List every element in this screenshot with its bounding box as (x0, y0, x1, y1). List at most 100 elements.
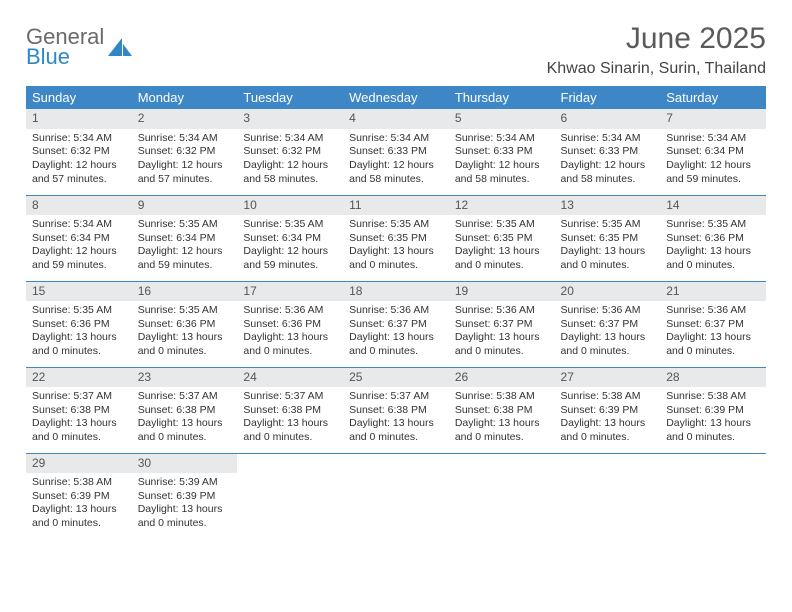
calendar-cell: 4Sunrise: 5:34 AMSunset: 6:33 PMDaylight… (343, 109, 449, 195)
sunset-text: Sunset: 6:34 PM (32, 232, 126, 246)
day-body: Sunrise: 5:36 AMSunset: 6:37 PMDaylight:… (555, 301, 661, 365)
sunset-text: Sunset: 6:35 PM (561, 232, 655, 246)
sunrise-text: Sunrise: 5:35 AM (349, 218, 443, 232)
weekday-header: Saturday (660, 86, 766, 109)
day-number: 18 (343, 282, 449, 302)
day-number: 27 (555, 368, 661, 388)
weekday-header: Wednesday (343, 86, 449, 109)
day-number: 14 (660, 196, 766, 216)
calendar-cell: .. (237, 453, 343, 539)
day-number: 10 (237, 196, 343, 216)
calendar-cell: 24Sunrise: 5:37 AMSunset: 6:38 PMDayligh… (237, 367, 343, 453)
day-body: Sunrise: 5:35 AMSunset: 6:34 PMDaylight:… (237, 215, 343, 279)
calendar-cell: 30Sunrise: 5:39 AMSunset: 6:39 PMDayligh… (132, 453, 238, 539)
sunset-text: Sunset: 6:37 PM (666, 318, 760, 332)
sunset-text: Sunset: 6:38 PM (349, 404, 443, 418)
page: General Blue June 2025 Khwao Sinarin, Su… (0, 0, 792, 557)
sunrise-text: Sunrise: 5:34 AM (243, 132, 337, 146)
day-body: Sunrise: 5:39 AMSunset: 6:39 PMDaylight:… (132, 473, 238, 537)
day-body: Sunrise: 5:34 AMSunset: 6:32 PMDaylight:… (26, 129, 132, 193)
calendar-cell: 6Sunrise: 5:34 AMSunset: 6:33 PMDaylight… (555, 109, 661, 195)
sunrise-text: Sunrise: 5:35 AM (138, 304, 232, 318)
brand-logo: General Blue (26, 26, 132, 68)
day-number: 23 (132, 368, 238, 388)
day-number: 7 (660, 109, 766, 129)
calendar-cell: 10Sunrise: 5:35 AMSunset: 6:34 PMDayligh… (237, 195, 343, 281)
daylight-text: Daylight: 13 hours and 0 minutes. (455, 331, 549, 358)
calendar-cell: 19Sunrise: 5:36 AMSunset: 6:37 PMDayligh… (449, 281, 555, 367)
calendar-cell: 13Sunrise: 5:35 AMSunset: 6:35 PMDayligh… (555, 195, 661, 281)
day-number: 19 (449, 282, 555, 302)
day-number: 17 (237, 282, 343, 302)
month-title: June 2025 (547, 22, 766, 56)
sunrise-text: Sunrise: 5:34 AM (32, 218, 126, 232)
day-number: 13 (555, 196, 661, 216)
sunset-text: Sunset: 6:34 PM (666, 145, 760, 159)
daylight-text: Daylight: 13 hours and 0 minutes. (666, 245, 760, 272)
sunrise-text: Sunrise: 5:37 AM (32, 390, 126, 404)
calendar-cell: 5Sunrise: 5:34 AMSunset: 6:33 PMDaylight… (449, 109, 555, 195)
calendar-cell: .. (660, 453, 766, 539)
sunrise-text: Sunrise: 5:35 AM (32, 304, 126, 318)
header-row: General Blue June 2025 Khwao Sinarin, Su… (26, 18, 766, 86)
calendar-cell: 21Sunrise: 5:36 AMSunset: 6:37 PMDayligh… (660, 281, 766, 367)
brand-line2: Blue (26, 46, 104, 68)
sunrise-text: Sunrise: 5:37 AM (138, 390, 232, 404)
daylight-text: Daylight: 13 hours and 0 minutes. (666, 331, 760, 358)
calendar-cell: .. (343, 453, 449, 539)
day-number: 2 (132, 109, 238, 129)
daylight-text: Daylight: 13 hours and 0 minutes. (32, 417, 126, 444)
daylight-text: Daylight: 12 hours and 59 minutes. (32, 245, 126, 272)
day-body: Sunrise: 5:37 AMSunset: 6:38 PMDaylight:… (26, 387, 132, 451)
sunset-text: Sunset: 6:36 PM (32, 318, 126, 332)
calendar-cell: 15Sunrise: 5:35 AMSunset: 6:36 PMDayligh… (26, 281, 132, 367)
day-number: 6 (555, 109, 661, 129)
day-body: Sunrise: 5:38 AMSunset: 6:39 PMDaylight:… (660, 387, 766, 451)
day-body: Sunrise: 5:35 AMSunset: 6:34 PMDaylight:… (132, 215, 238, 279)
day-body: Sunrise: 5:34 AMSunset: 6:32 PMDaylight:… (132, 129, 238, 193)
sunrise-text: Sunrise: 5:36 AM (349, 304, 443, 318)
calendar-cell: 3Sunrise: 5:34 AMSunset: 6:32 PMDaylight… (237, 109, 343, 195)
sunrise-text: Sunrise: 5:37 AM (349, 390, 443, 404)
day-number: 4 (343, 109, 449, 129)
sunset-text: Sunset: 6:39 PM (138, 490, 232, 504)
sunset-text: Sunset: 6:33 PM (561, 145, 655, 159)
day-body: Sunrise: 5:34 AMSunset: 6:33 PMDaylight:… (555, 129, 661, 193)
weekday-header: Tuesday (237, 86, 343, 109)
sunrise-text: Sunrise: 5:39 AM (138, 476, 232, 490)
day-body: Sunrise: 5:34 AMSunset: 6:34 PMDaylight:… (660, 129, 766, 193)
day-number: 12 (449, 196, 555, 216)
sunrise-text: Sunrise: 5:34 AM (138, 132, 232, 146)
daylight-text: Daylight: 13 hours and 0 minutes. (138, 503, 232, 530)
calendar-week-row: 1Sunrise: 5:34 AMSunset: 6:32 PMDaylight… (26, 109, 766, 195)
daylight-text: Daylight: 12 hours and 57 minutes. (138, 159, 232, 186)
daylight-text: Daylight: 13 hours and 0 minutes. (561, 417, 655, 444)
day-body: Sunrise: 5:34 AMSunset: 6:32 PMDaylight:… (237, 129, 343, 193)
calendar-cell: 11Sunrise: 5:35 AMSunset: 6:35 PMDayligh… (343, 195, 449, 281)
daylight-text: Daylight: 13 hours and 0 minutes. (349, 245, 443, 272)
day-body: Sunrise: 5:35 AMSunset: 6:35 PMDaylight:… (449, 215, 555, 279)
day-number: 15 (26, 282, 132, 302)
sunset-text: Sunset: 6:32 PM (138, 145, 232, 159)
sunrise-text: Sunrise: 5:34 AM (666, 132, 760, 146)
sunrise-text: Sunrise: 5:35 AM (666, 218, 760, 232)
calendar-cell: 14Sunrise: 5:35 AMSunset: 6:36 PMDayligh… (660, 195, 766, 281)
daylight-text: Daylight: 13 hours and 0 minutes. (455, 245, 549, 272)
day-number: 20 (555, 282, 661, 302)
daylight-text: Daylight: 13 hours and 0 minutes. (243, 417, 337, 444)
sunset-text: Sunset: 6:34 PM (243, 232, 337, 246)
sunset-text: Sunset: 6:32 PM (32, 145, 126, 159)
weekday-header: Thursday (449, 86, 555, 109)
sunset-text: Sunset: 6:33 PM (455, 145, 549, 159)
calendar-cell: 7Sunrise: 5:34 AMSunset: 6:34 PMDaylight… (660, 109, 766, 195)
calendar-cell: 16Sunrise: 5:35 AMSunset: 6:36 PMDayligh… (132, 281, 238, 367)
sunset-text: Sunset: 6:35 PM (455, 232, 549, 246)
day-number: 16 (132, 282, 238, 302)
sunrise-text: Sunrise: 5:36 AM (243, 304, 337, 318)
day-body: Sunrise: 5:35 AMSunset: 6:36 PMDaylight:… (26, 301, 132, 365)
daylight-text: Daylight: 13 hours and 0 minutes. (349, 331, 443, 358)
sunrise-text: Sunrise: 5:36 AM (455, 304, 549, 318)
location: Khwao Sinarin, Surin, Thailand (547, 60, 766, 78)
calendar-week-row: 8Sunrise: 5:34 AMSunset: 6:34 PMDaylight… (26, 195, 766, 281)
day-body: Sunrise: 5:37 AMSunset: 6:38 PMDaylight:… (237, 387, 343, 451)
